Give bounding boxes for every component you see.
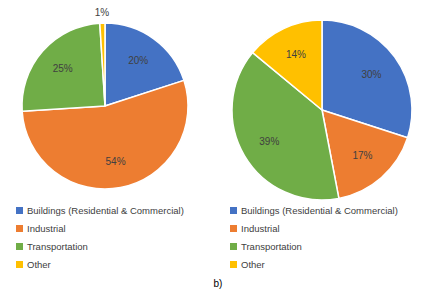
pie-slice [253, 20, 322, 110]
pie-slice [100, 23, 105, 106]
legend-label: Transportation [27, 241, 88, 252]
data-label: 20% [128, 55, 148, 66]
chart-canvas: 20% 54% 25% 1% Buildings (Residential & Comm… [0, 0, 435, 298]
legend: Buildings (Residential & Commercial) Indu… [16, 205, 184, 270]
legend-swatch [230, 243, 237, 250]
legend-swatch [230, 261, 237, 268]
data-label: 39% [259, 136, 279, 147]
legend: Buildings (Residential & Commercial) Indu… [230, 205, 398, 270]
legend-swatch [16, 243, 23, 250]
legend-label: Transportation [241, 241, 302, 252]
pie-slice [22, 23, 105, 111]
legend-label: Buildings (Residential & Commercial) [27, 205, 184, 216]
data-label: 25% [53, 63, 73, 74]
data-label: 17% [352, 150, 372, 161]
data-label: 14% [286, 49, 306, 60]
legend-swatch [16, 261, 23, 268]
legend-swatch [16, 225, 23, 232]
data-label: 1% [95, 7, 110, 18]
legend-swatch [230, 225, 237, 232]
data-label: 30% [362, 69, 382, 80]
caption: b) [214, 278, 223, 289]
data-label: 54% [106, 156, 126, 167]
legend-label: Other [27, 259, 51, 270]
legend-swatch [230, 207, 237, 214]
legend-swatch [16, 207, 23, 214]
legend-label: Other [241, 259, 265, 270]
pie-chart [232, 20, 412, 200]
legend-label: Industrial [27, 223, 66, 234]
legend-label: Industrial [241, 223, 280, 234]
pie-chart [22, 23, 188, 189]
legend-label: Buildings (Residential & Commercial) [241, 205, 398, 216]
